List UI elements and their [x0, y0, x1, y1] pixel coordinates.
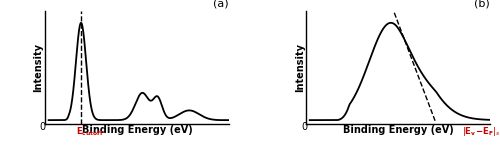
Y-axis label: Intensity: Intensity — [34, 43, 43, 92]
X-axis label: Binding Energy (eV): Binding Energy (eV) — [82, 125, 192, 135]
Text: (a): (a) — [214, 0, 229, 9]
Y-axis label: Intensity: Intensity — [294, 43, 304, 92]
Text: 0: 0 — [40, 122, 46, 132]
Text: $|\mathbf{E_v{-}E_F}|_s$: $|\mathbf{E_v{-}E_F}|_s$ — [462, 125, 500, 138]
X-axis label: Binding Energy (eV): Binding Energy (eV) — [342, 125, 454, 135]
Text: (b): (b) — [474, 0, 490, 9]
Text: $\mathbf{E}_{\mathbf{cutoff}}$: $\mathbf{E}_{\mathbf{cutoff}}$ — [76, 125, 104, 138]
Text: 0: 0 — [301, 122, 307, 132]
